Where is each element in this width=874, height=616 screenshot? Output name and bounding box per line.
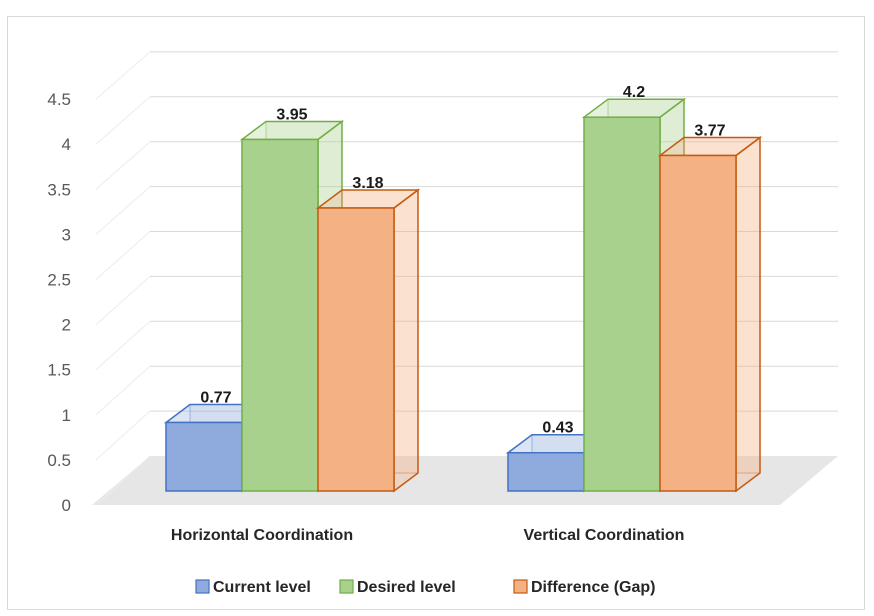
x-tick-label: Vertical Coordination <box>524 527 685 544</box>
legend-label: Current level <box>213 579 311 596</box>
y-tick-label: 0 <box>62 496 71 515</box>
gridline-side <box>95 276 151 325</box>
gridline-side <box>95 51 151 100</box>
data-labels: 0.77 3.95 3.18 0.43 4.2 3.77 <box>200 84 725 437</box>
bar <box>657 135 763 493</box>
gridline-side <box>95 410 151 461</box>
bar-front-face <box>317 207 395 492</box>
bar <box>315 188 421 493</box>
data-label: 0.43 <box>542 420 573 437</box>
x-tick-label: Horizontal Coordination <box>171 527 353 544</box>
gridline-side <box>95 231 151 280</box>
bar-front-face <box>583 116 661 492</box>
gridline-side <box>95 365 151 416</box>
data-label: 3.77 <box>694 122 725 139</box>
legend-swatch <box>195 579 210 594</box>
data-label: 3.95 <box>276 106 307 123</box>
gridline-side <box>95 96 151 145</box>
data-label: 4.2 <box>623 84 645 101</box>
gridline-side <box>95 455 151 506</box>
bar-front-face <box>507 451 585 492</box>
data-label: 0.77 <box>200 389 231 406</box>
legend-label: Desired level <box>357 579 456 596</box>
data-label: 3.18 <box>352 175 383 192</box>
y-tick-label: 2.5 <box>47 271 71 290</box>
legend-label: Difference (Gap) <box>531 579 655 596</box>
bar-side-face <box>393 188 419 493</box>
legend: Current level Desired level Difference (Ga… <box>195 579 655 596</box>
y-tick-label: 3 <box>62 225 71 244</box>
gridline-side <box>95 141 151 190</box>
bar-side-face <box>735 135 761 493</box>
bars <box>163 97 763 493</box>
bar-front-face <box>659 154 737 492</box>
x-axis: Horizontal Coordination Vertical Coordina… <box>171 527 685 544</box>
y-tick-label: 3.5 <box>47 180 71 199</box>
y-tick-label: 1 <box>62 406 71 425</box>
y-tick-label: 2 <box>62 316 71 335</box>
legend-swatch <box>339 579 354 594</box>
legend-swatch <box>513 579 528 594</box>
y-tick-label: 1.5 <box>47 361 71 380</box>
gridline-side <box>95 320 151 371</box>
y-tick-label: 4 <box>62 135 71 154</box>
bar-front-face <box>165 421 243 492</box>
y-axis: 0 0.5 1 1.5 2 2.5 3 3.5 4 4.5 <box>47 90 71 515</box>
gridline-side <box>95 186 151 235</box>
y-tick-label: 4.5 <box>47 90 71 109</box>
y-tick-label: 0.5 <box>47 451 71 470</box>
bar-front-face <box>241 138 319 492</box>
